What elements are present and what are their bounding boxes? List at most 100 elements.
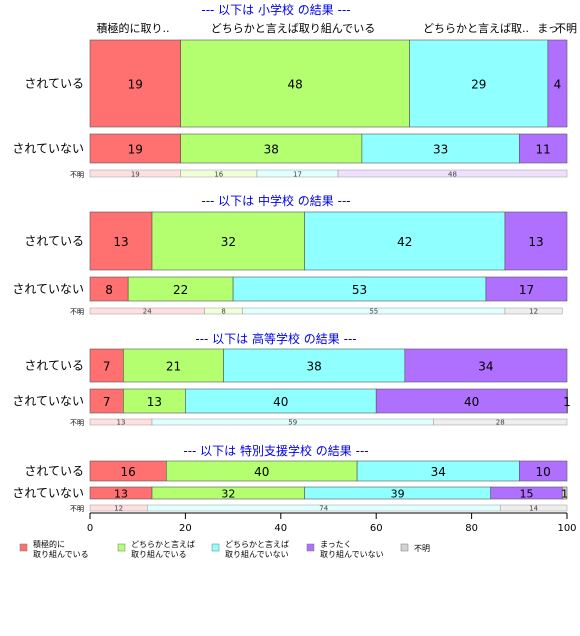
bar-value-label: 53 (352, 283, 367, 297)
unknown-value-label: 59 (288, 419, 297, 427)
legend-label: 不明 (414, 544, 430, 553)
bar-value-label: 38 (307, 360, 322, 374)
bar-value-label: 15 (519, 488, 533, 501)
bar-value-label: 13 (114, 488, 128, 501)
bar-value-label: 1 (563, 395, 571, 409)
unknown-value-label: 19 (131, 171, 140, 179)
bar-value-label: 33 (433, 143, 448, 157)
x-axis-tick-label: 20 (179, 523, 192, 534)
bar-segment (375, 388, 568, 414)
panel-title: --- 以下は 高等学校 の結果 --- (195, 331, 356, 346)
bar-segment (547, 39, 568, 128)
bar-value-label: 34 (478, 360, 493, 374)
bar-value-label: 32 (221, 235, 236, 249)
x-axis-tick-label: 40 (274, 523, 287, 534)
unknown-row-label: 不明 (70, 171, 84, 179)
bar-segment (485, 276, 568, 302)
legend-swatch (19, 543, 28, 552)
bar-segment (518, 133, 568, 164)
legend-label: どちらかと言えば (131, 539, 195, 549)
bar-category-label: されている (24, 234, 84, 248)
legend-label: 取り組んでいない (225, 549, 289, 559)
bar-value-label: 19 (128, 78, 143, 92)
unknown-value-label: 48 (448, 171, 457, 179)
bar-value-label: 42 (397, 235, 412, 249)
x-axis-tick-label: 0 (87, 523, 93, 534)
bar-segment (185, 388, 377, 414)
bar-category-label: されている (24, 77, 84, 91)
legend-label: 積極的に (33, 539, 65, 549)
bar-segment (123, 348, 224, 383)
unknown-value-label: 28 (496, 419, 505, 427)
bar-segment (89, 211, 153, 271)
bar-value-label: 22 (173, 283, 188, 297)
bar-category-label: されている (24, 359, 84, 373)
top-label: どちらかと言えば取.. (423, 22, 529, 35)
x-axis-tick-label: 100 (557, 523, 576, 534)
x-axis-tick-label: 80 (465, 523, 478, 534)
bar-value-label: 38 (264, 143, 279, 157)
bar-value-label: 40 (464, 395, 479, 409)
bar-value-label: 13 (113, 235, 128, 249)
bar-segment (123, 388, 186, 414)
bar-value-label: 1 (561, 488, 568, 501)
bar-category-label: されていない (12, 486, 84, 500)
bar-value-label: 40 (273, 395, 288, 409)
bar-segment (361, 133, 520, 164)
bar-segment (89, 348, 124, 383)
bar-value-label: 13 (147, 395, 162, 409)
legend-swatch (211, 543, 220, 552)
bar-segment (504, 211, 568, 271)
unknown-segment (499, 504, 568, 512)
panel-title: --- 以下は 特別支援学校 の結果 --- (183, 443, 368, 458)
bar-segment (89, 133, 181, 164)
unknown-segment (433, 418, 568, 426)
bar-segment (180, 133, 363, 164)
bar-category-label: されている (24, 464, 84, 478)
bar-category-label: されていない (12, 142, 84, 156)
bar-value-label: 34 (431, 465, 446, 479)
bar-value-label: 16 (121, 465, 136, 479)
bar-segment (89, 276, 129, 302)
bar-value-label: 17 (519, 283, 534, 297)
panel-title: --- 以下は 小学校 の結果 --- (201, 2, 350, 17)
bar-value-label: 29 (471, 78, 486, 92)
legend-label: どちらかと言えば (225, 539, 289, 549)
legend-swatch (306, 543, 315, 552)
bar-segment (232, 276, 487, 302)
bar-segment (180, 39, 410, 128)
bar-segment (89, 388, 124, 414)
unknown-segment (337, 169, 568, 178)
bar-value-label: 7 (103, 360, 111, 374)
top-label: どちらかと言えば取り組んでいる (211, 22, 375, 35)
bar-value-label: 21 (166, 360, 181, 374)
legend-swatch (117, 543, 126, 552)
bar-segment (223, 348, 406, 383)
bar-segment (566, 388, 568, 414)
bar-value-label: 10 (536, 465, 551, 479)
bar-category-label: されていない (12, 394, 84, 408)
unknown-value-label: 24 (143, 308, 152, 316)
unknown-row-label: 不明 (70, 419, 84, 427)
bar-value-label: 13 (528, 235, 543, 249)
legend-swatch (400, 543, 409, 552)
bar-value-label: 19 (128, 143, 143, 157)
bar-segment (404, 348, 568, 383)
unknown-row-label: 不明 (70, 505, 84, 513)
bar-value-label: 11 (536, 143, 551, 157)
legend-label: まったく (320, 540, 352, 549)
bar-segment (518, 460, 568, 482)
bar-segment (304, 211, 506, 271)
legend-label: 取り組んでいない (320, 549, 384, 559)
unknown-value-label: 74 (319, 505, 328, 513)
bar-value-label: 40 (254, 465, 269, 479)
bar-segment (151, 211, 305, 271)
x-axis-tick-label: 60 (370, 523, 383, 534)
unknown-segment (504, 307, 563, 315)
legend-label: 取り組んでいる (131, 549, 187, 559)
unknown-value-label: 8 (221, 308, 225, 316)
unknown-value-label: 14 (529, 505, 538, 513)
top-label: 不明 (555, 22, 577, 35)
